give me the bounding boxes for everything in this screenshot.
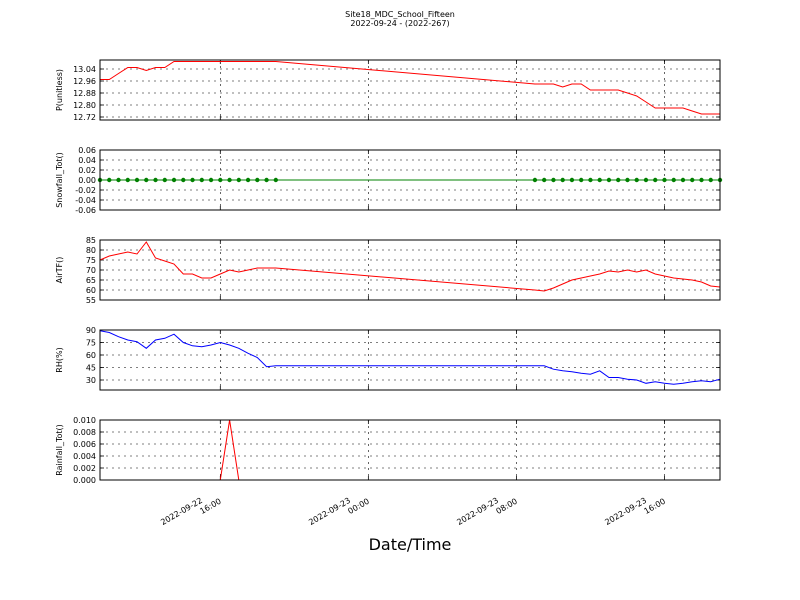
plot-frame [99, 149, 721, 211]
y-tick-label: 12.88 [73, 89, 96, 98]
y-tick-label: 0.010 [73, 416, 96, 425]
data-point [634, 177, 639, 183]
y-tick-label: 80 [86, 246, 96, 255]
y-tick-label: 13.04 [73, 65, 96, 74]
x-tick-label: 2022-09-2308:00 [455, 488, 519, 536]
y-axis-label: RH(%) [55, 347, 64, 372]
data-point [199, 177, 204, 183]
x-tick-label: 2022-09-2300:00 [307, 488, 371, 536]
y-tick-label: 70 [86, 266, 96, 275]
y-tick-label: -0.02 [75, 186, 96, 195]
y-tick-label: 85 [86, 236, 96, 245]
y-tick-label: 55 [86, 296, 96, 305]
data-point [255, 177, 260, 183]
y-axis-label: AirTF() [55, 257, 64, 284]
panel: 12.72 12.80 12.88 12.96 13.04 P(unitless) [55, 59, 721, 122]
y-tick-label: 0.02 [78, 166, 96, 175]
y-tick-label: -0.04 [75, 196, 96, 205]
y-tick-label: 90 [86, 326, 96, 335]
data-point [153, 177, 158, 183]
y-axis-label: Rainfall_Tot() [55, 424, 64, 476]
y-tick-label: 12.72 [73, 113, 96, 122]
data-point [227, 177, 232, 183]
panel: 30 45 60 75 90 RH(%) [55, 326, 721, 391]
x-tick-label: 2022-09-2216:00 [159, 488, 223, 536]
data-point [245, 177, 251, 183]
data-point [116, 177, 121, 183]
data-point [171, 177, 177, 183]
y-tick-label: 0.004 [73, 452, 96, 461]
data-point [569, 177, 575, 183]
data-point [273, 177, 279, 183]
panel: -0.06-0.04-0.020.000.020.040.06 Snowfall_… [55, 146, 723, 215]
plot-frame [99, 239, 721, 301]
data-point [616, 177, 621, 183]
data-line [100, 61, 720, 115]
y-tick-label: 0.006 [73, 440, 96, 449]
data-point [699, 177, 704, 183]
y-axis-label: P(unitless) [55, 69, 64, 111]
y-tick-label: 30 [86, 376, 96, 385]
data-point [653, 177, 658, 183]
y-tick-label: -0.06 [75, 206, 96, 215]
x-axis-label: Date/Time [369, 535, 452, 554]
data-point [606, 177, 612, 183]
x-tick-label: 2022-09-2316:00 [603, 488, 667, 536]
data-point [125, 177, 130, 183]
y-tick-label: 75 [86, 339, 96, 348]
y-axis-label: Snowfall_Tot() [55, 152, 64, 208]
data-line [99, 330, 721, 385]
data-point [680, 177, 686, 183]
data-point [560, 177, 565, 183]
data-point [190, 177, 195, 183]
data-point [218, 177, 223, 183]
data-point [588, 177, 593, 183]
panel: 0.000 0.002 0.004 0.006 0.008 0.010 2022-09-22… [55, 416, 721, 536]
y-tick-label: 12.96 [73, 77, 96, 86]
data-point [578, 177, 584, 183]
y-tick-label: 0.000 [73, 476, 96, 485]
data-point [236, 177, 242, 183]
data-point [532, 177, 538, 183]
data-point [181, 177, 186, 183]
y-tick-label: 0.04 [78, 156, 96, 165]
plot-frame [99, 419, 721, 481]
y-tick-label: 60 [86, 286, 96, 295]
data-point [144, 177, 149, 183]
data-point [690, 177, 695, 183]
data-point [671, 177, 676, 183]
data-point [541, 177, 547, 183]
y-tick-label: 45 [86, 364, 96, 373]
y-tick-label: 60 [86, 351, 96, 360]
y-tick-label: 0.00 [78, 176, 96, 185]
data-point [107, 177, 112, 183]
data-line [100, 419, 720, 481]
data-point [551, 177, 556, 183]
data-point [134, 177, 140, 183]
data-point [708, 177, 713, 183]
data-point [625, 177, 630, 183]
data-point [597, 177, 602, 183]
plot-frame [99, 59, 721, 121]
plot-frame [99, 329, 721, 391]
chart-subtitle: 2022-09-24 - (2022-267) [350, 19, 449, 28]
data-point [264, 177, 269, 183]
chart-title: Site18_MDC_School_Fifteen [345, 10, 455, 19]
data-point [208, 177, 214, 183]
y-tick-label: 0.008 [73, 428, 96, 437]
y-tick-label: 12.80 [73, 101, 96, 110]
y-tick-label: 0.06 [78, 146, 96, 155]
y-tick-label: 0.002 [73, 464, 96, 473]
data-point [162, 177, 167, 183]
y-tick-label: 65 [86, 276, 96, 285]
data-line [99, 241, 721, 292]
data-point [662, 177, 667, 183]
data-point [643, 177, 649, 183]
y-tick-label: 75 [86, 256, 96, 265]
